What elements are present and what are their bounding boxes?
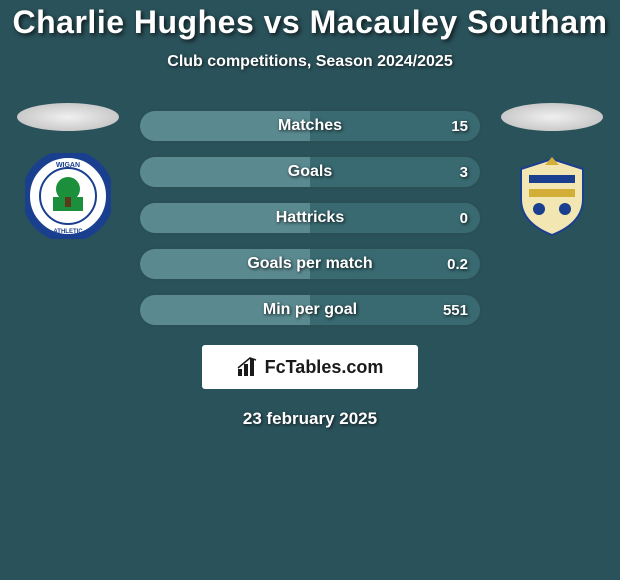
stat-right-value: 0.2 (447, 256, 468, 273)
stat-row-gpm: Goals per match 0.2 (138, 247, 482, 281)
right-team-crest (509, 153, 595, 239)
stat-right-value: 15 (451, 118, 468, 135)
svg-text:ATHLETIC: ATHLETIC (53, 229, 83, 235)
date-line: 23 february 2025 (0, 409, 620, 429)
right-player-col (500, 103, 604, 239)
wigan-crest-icon: WIGAN ATHLETIC (25, 153, 111, 239)
right-player-oval (501, 103, 603, 131)
stockport-crest-icon (509, 153, 595, 239)
bar-chart-icon (237, 357, 259, 377)
stat-row-goals: Goals 3 (138, 155, 482, 189)
stat-right-value: 551 (443, 302, 468, 319)
stat-right-value: 0 (460, 210, 468, 227)
subtitle: Club competitions, Season 2024/2025 (0, 53, 620, 71)
left-team-crest: WIGAN ATHLETIC (25, 153, 111, 239)
svg-text:WIGAN: WIGAN (56, 162, 80, 169)
stat-label: Min per goal (140, 301, 480, 319)
brand-box: FcTables.com (202, 345, 418, 389)
stat-label: Goals per match (140, 255, 480, 273)
stat-right-value: 3 (460, 164, 468, 181)
left-player-oval (17, 103, 119, 131)
brand-text: FcTables.com (265, 357, 384, 378)
left-player-col: WIGAN ATHLETIC (16, 103, 120, 239)
stat-row-hattricks: Hattricks 0 (138, 201, 482, 235)
infographic-root: Charlie Hughes vs Macauley Southam Club … (0, 0, 620, 429)
stat-label: Matches (140, 117, 480, 135)
stat-label: Hattricks (140, 209, 480, 227)
stat-label: Goals (140, 163, 480, 181)
stat-row-mpg: Min per goal 551 (138, 293, 482, 327)
stat-row-matches: Matches 15 (138, 109, 482, 143)
page-title: Charlie Hughes vs Macauley Southam (0, 4, 620, 41)
main-row: WIGAN ATHLETIC Matches 15 Goals 3 (0, 103, 620, 327)
stats-column: Matches 15 Goals 3 Hattricks 0 Goals per… (138, 103, 482, 327)
